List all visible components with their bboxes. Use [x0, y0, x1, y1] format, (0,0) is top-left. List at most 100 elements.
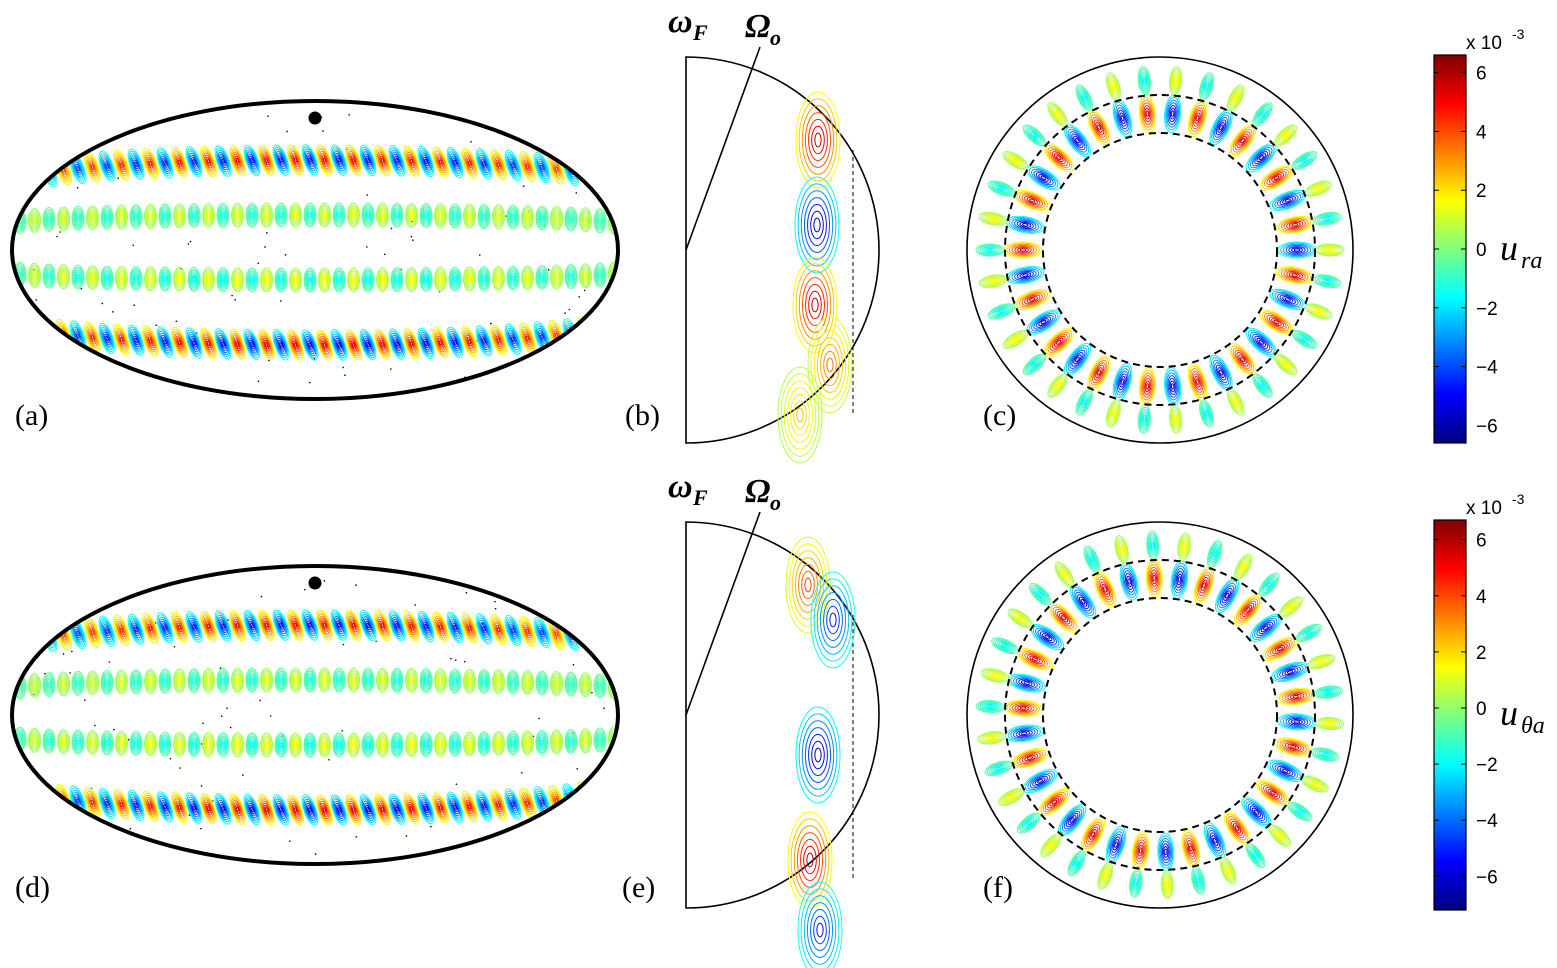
contour	[608, 169, 621, 189]
contour	[382, 679, 384, 682]
contour	[28, 629, 41, 649]
Omega-o-label: Ω	[745, 473, 770, 510]
contour	[1086, 355, 1113, 390]
contour	[1152, 543, 1154, 547]
grid-dot	[59, 231, 61, 233]
contour	[23, 313, 45, 347]
contour	[30, 632, 40, 647]
contour	[827, 358, 833, 372]
Omega-o-label: Ω	[745, 8, 770, 45]
tick-label: 2	[1476, 181, 1487, 202]
contour	[802, 278, 827, 333]
contour	[14, 317, 27, 337]
contour	[14, 782, 27, 802]
contour	[18, 175, 21, 180]
contour	[429, 791, 451, 825]
contour	[483, 215, 485, 218]
contour	[15, 319, 25, 334]
contour	[605, 310, 624, 339]
grid-dot	[179, 767, 181, 769]
contour	[594, 630, 607, 650]
contour	[34, 274, 36, 277]
grid-dot	[270, 715, 272, 717]
contour	[608, 315, 621, 335]
grid-dot	[187, 243, 189, 245]
panel-label: (f)	[983, 871, 1013, 904]
contour	[1056, 803, 1087, 837]
contour	[367, 278, 369, 281]
contour	[15, 170, 25, 185]
grid-dot	[130, 828, 132, 830]
grid-dot	[264, 246, 266, 248]
contour	[594, 785, 607, 805]
contour	[589, 623, 611, 657]
contour	[811, 324, 849, 406]
contour	[978, 210, 1008, 227]
contour	[168, 145, 190, 179]
contour	[121, 680, 123, 683]
contour	[280, 678, 282, 681]
contour	[1113, 367, 1131, 396]
tick-label: −4	[1476, 811, 1498, 832]
contour	[814, 579, 852, 661]
contour	[1285, 799, 1315, 825]
contour	[613, 322, 616, 327]
contour	[824, 351, 837, 378]
ring-outline	[967, 57, 1353, 443]
contour	[1146, 384, 1149, 390]
contour	[582, 327, 588, 337]
contour	[411, 214, 413, 217]
grid-dot	[44, 139, 46, 141]
contour	[815, 748, 821, 762]
contour	[266, 278, 268, 281]
contour	[440, 743, 442, 746]
contour	[597, 324, 603, 334]
panel-label: (a)	[15, 399, 48, 432]
contour	[353, 213, 355, 216]
contour	[12, 165, 28, 189]
grid-dot	[591, 692, 593, 694]
contour	[584, 330, 587, 335]
contour	[787, 388, 812, 443]
contour	[1005, 213, 1045, 236]
contour	[1005, 264, 1045, 287]
grid-dot	[107, 133, 109, 135]
grid-dot	[344, 374, 346, 376]
grid-dot	[112, 311, 114, 313]
contour	[613, 642, 616, 647]
contour	[592, 782, 608, 806]
contour	[807, 903, 832, 958]
contour	[367, 213, 369, 216]
contour	[1328, 723, 1332, 725]
contour	[1277, 593, 1306, 620]
contour	[817, 586, 848, 655]
contour	[801, 889, 839, 968]
contour	[150, 215, 152, 218]
contour	[1294, 621, 1324, 645]
contour	[266, 743, 268, 746]
contour	[592, 628, 608, 652]
grid-dot	[231, 295, 233, 297]
grid-dot	[257, 262, 259, 264]
contour	[367, 743, 369, 746]
grid-dot	[495, 608, 497, 610]
contour	[324, 278, 326, 281]
contour	[792, 551, 823, 620]
contour	[1183, 545, 1185, 549]
contour	[1178, 577, 1181, 583]
contour	[1279, 688, 1313, 706]
quantity-sub: ra	[1521, 248, 1542, 274]
contour	[454, 742, 456, 745]
grid-dot	[35, 299, 37, 301]
contour	[607, 313, 623, 337]
contour	[802, 721, 833, 790]
contour	[610, 637, 620, 652]
contour	[595, 633, 605, 648]
contour	[610, 172, 620, 187]
contour	[611, 639, 617, 649]
contour	[208, 214, 210, 217]
grid-dot	[513, 370, 515, 372]
grid-dot	[77, 187, 79, 189]
tick-label: 0	[1476, 240, 1487, 261]
